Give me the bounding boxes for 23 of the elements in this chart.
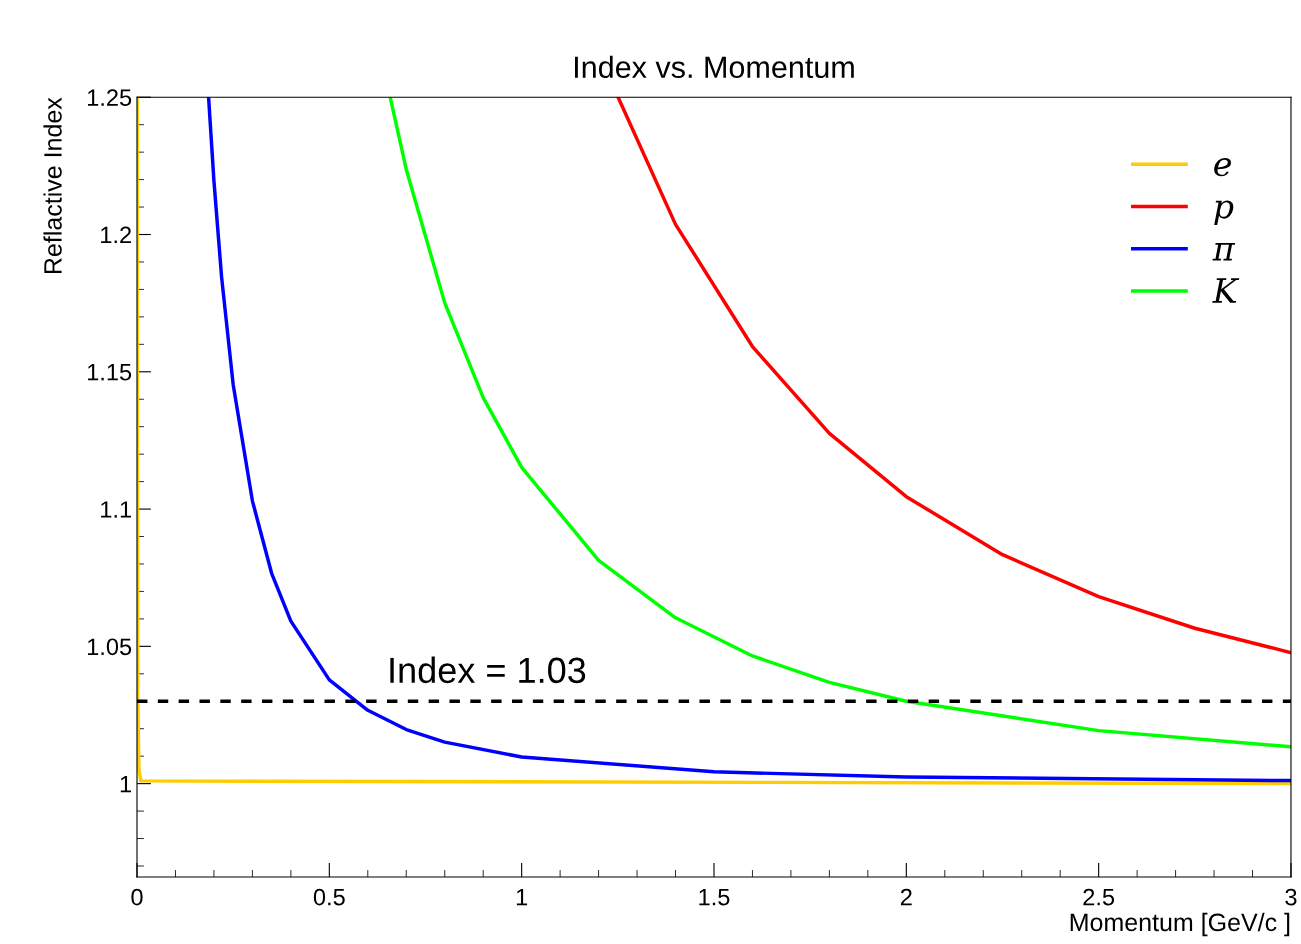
x-tick-label: 1.5 xyxy=(699,888,730,906)
legend-label: K xyxy=(1212,278,1240,303)
y-tick-label: 1.2 xyxy=(101,226,131,244)
y-tick-label: 1.05 xyxy=(87,638,132,656)
x-axis-title: Momentum [GeV/c ] xyxy=(1070,912,1290,937)
chart-title: Index vs. Momentum xyxy=(575,55,854,79)
ref-line-label: Index = 1.03 xyxy=(390,656,586,684)
x-tick-label: 0 xyxy=(131,888,143,906)
line-series xyxy=(388,97,1291,749)
y-tick-label: 1.15 xyxy=(87,364,132,381)
x-tick-label: 0.5 xyxy=(313,888,345,906)
y-tick-label: 1.25 xyxy=(87,89,132,107)
x-tick-label: 3 xyxy=(1285,888,1297,906)
legend-label: p xyxy=(1214,200,1234,226)
y-tick-label: 1 xyxy=(120,775,131,793)
x-tick-label: 2 xyxy=(900,888,912,906)
y-tick-label: 1.1 xyxy=(101,501,131,518)
legend-label: e xyxy=(1214,158,1231,177)
legend-label: π xyxy=(1212,243,1236,261)
y-axis-title: Reflactive Index xyxy=(43,97,62,274)
x-tick-label: 2.5 xyxy=(1083,888,1115,906)
x-tick-label: 1 xyxy=(516,888,528,906)
line-series xyxy=(616,97,1291,655)
